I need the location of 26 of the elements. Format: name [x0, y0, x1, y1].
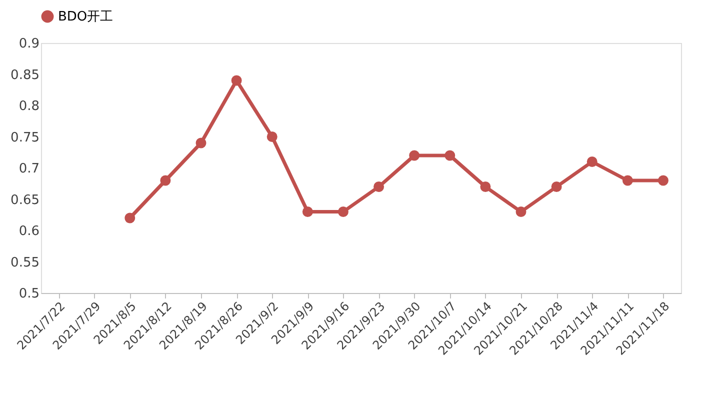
point [338, 206, 348, 217]
point [551, 182, 562, 192]
point [124, 212, 136, 224]
point [658, 175, 668, 186]
legend-label: BDO开工 [58, 10, 114, 24]
point [586, 156, 598, 167]
point [231, 75, 242, 86]
point [409, 150, 420, 161]
point [480, 182, 491, 192]
y-tick-label: 0.6 [18, 224, 40, 239]
point [374, 182, 384, 192]
point [302, 206, 313, 217]
y-tick-label: 0.7 [18, 162, 40, 176]
y-tick-label: 0.85 [10, 68, 40, 83]
y-tick-label: 0.75 [10, 130, 40, 146]
y-tick-label: 0.8 [18, 99, 40, 114]
y-tick-label: 0.9 [18, 36, 40, 52]
y-tick-label: 0.5 [18, 286, 40, 302]
point [622, 175, 633, 186]
point [444, 150, 456, 161]
point [160, 175, 171, 186]
point [196, 138, 206, 148]
y-tick-label: 0.65 [10, 192, 40, 208]
y-tick-label: 0.55 [10, 255, 40, 270]
point [266, 132, 278, 142]
point [516, 206, 526, 217]
